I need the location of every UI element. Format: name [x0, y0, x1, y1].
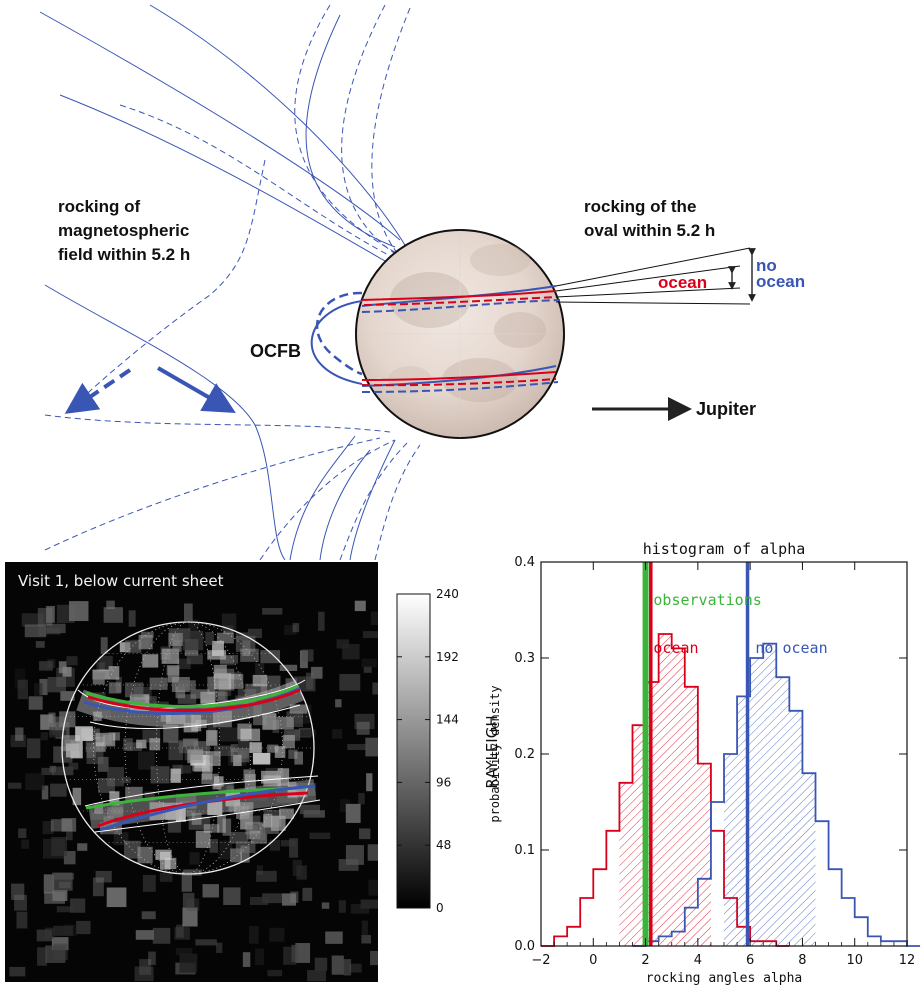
x-tick-label: 10 [846, 953, 863, 968]
field-lines-dashed [44, 4, 421, 561]
x-tick-label: 6 [746, 953, 754, 968]
label-observations: observations [653, 591, 761, 609]
uv-image-panel: Visit 1, below current sheet [5, 562, 378, 982]
ocfb-solid-loop [310, 300, 363, 385]
colorbar-label: RAYLEIGH [483, 715, 501, 788]
solid-arrow [156, 366, 236, 414]
colorbar-tick-label: 240 [436, 587, 459, 601]
oval-north [361, 285, 561, 313]
y-tick-label: 0.0 [514, 939, 535, 954]
colorbar-tick-label: 48 [436, 838, 451, 852]
colorbar: 0 48 96 144 192 240 RAYLEIGH [396, 587, 501, 915]
image-oval-south-blue [99, 784, 316, 832]
hatch-bin [763, 643, 777, 946]
histogram-chart: −2 0 2 4 6 8 10 12 0.0 0.1 0.2 0.3 0.4 histogram of a… [488, 540, 921, 986]
hatch-bin [658, 634, 672, 946]
ocfb-dashed-loop [315, 291, 363, 376]
colorbar-tick-label: 192 [436, 650, 459, 664]
x-tick-label: 12 [899, 953, 916, 968]
hatch-bin [776, 677, 790, 946]
label-no-ocean: no ocean [756, 256, 805, 291]
hatch-bin [684, 686, 698, 946]
label-ocfb: OCFB [250, 341, 301, 361]
oval-south [361, 365, 559, 393]
hatch-bin [619, 782, 633, 946]
label-ocean: ocean [658, 273, 707, 292]
label-rocking-field: rocking of magnetospheric field within 5… [58, 197, 194, 264]
histogram-series-no-ocean [632, 642, 921, 947]
x-tick-label: 8 [798, 953, 806, 968]
hatch-bin [724, 754, 738, 946]
image-oval-north-red [87, 688, 301, 712]
dashed-arrow [64, 368, 132, 414]
x-tick-label: 4 [694, 953, 702, 968]
x-tick-label: 0 [589, 953, 597, 968]
hatch-bin [671, 648, 685, 946]
y-tick-label: 0.1 [514, 843, 535, 858]
label-ocean-hist: ocean [653, 639, 698, 657]
rocking-angle-lines [555, 247, 751, 305]
y-axis-label: probability density [488, 685, 502, 822]
colorbar-tick-label: 144 [436, 713, 459, 727]
label-rocking-oval: rocking of the oval within 5.2 h [584, 197, 715, 240]
hatch-bin [750, 658, 764, 946]
x-axis-label: rocking angles alpha [646, 971, 803, 986]
label-no-ocean-hist: no ocean [755, 639, 827, 657]
colorbar-tick-label: 96 [436, 775, 451, 789]
colorbar-tick-label: 0 [436, 901, 444, 915]
y-tick-label: 0.4 [514, 555, 535, 570]
image-oval-north-green [85, 684, 299, 708]
y-tick-label: 0.3 [514, 651, 535, 666]
hatch-bin [789, 710, 803, 946]
chart-title: histogram of alpha [643, 540, 806, 558]
field-lines [39, 4, 409, 561]
image-title: Visit 1, below current sheet [18, 572, 224, 590]
y-tick-label: 0.2 [514, 747, 535, 762]
label-jupiter: Jupiter [696, 399, 756, 419]
hatch-bin [802, 773, 816, 946]
x-tick-label: −2 [531, 953, 550, 968]
ganymede-globe [355, 229, 565, 439]
hatch-bin [697, 763, 711, 946]
x-tick-label: 2 [641, 953, 649, 968]
hatch-bin [632, 725, 646, 946]
